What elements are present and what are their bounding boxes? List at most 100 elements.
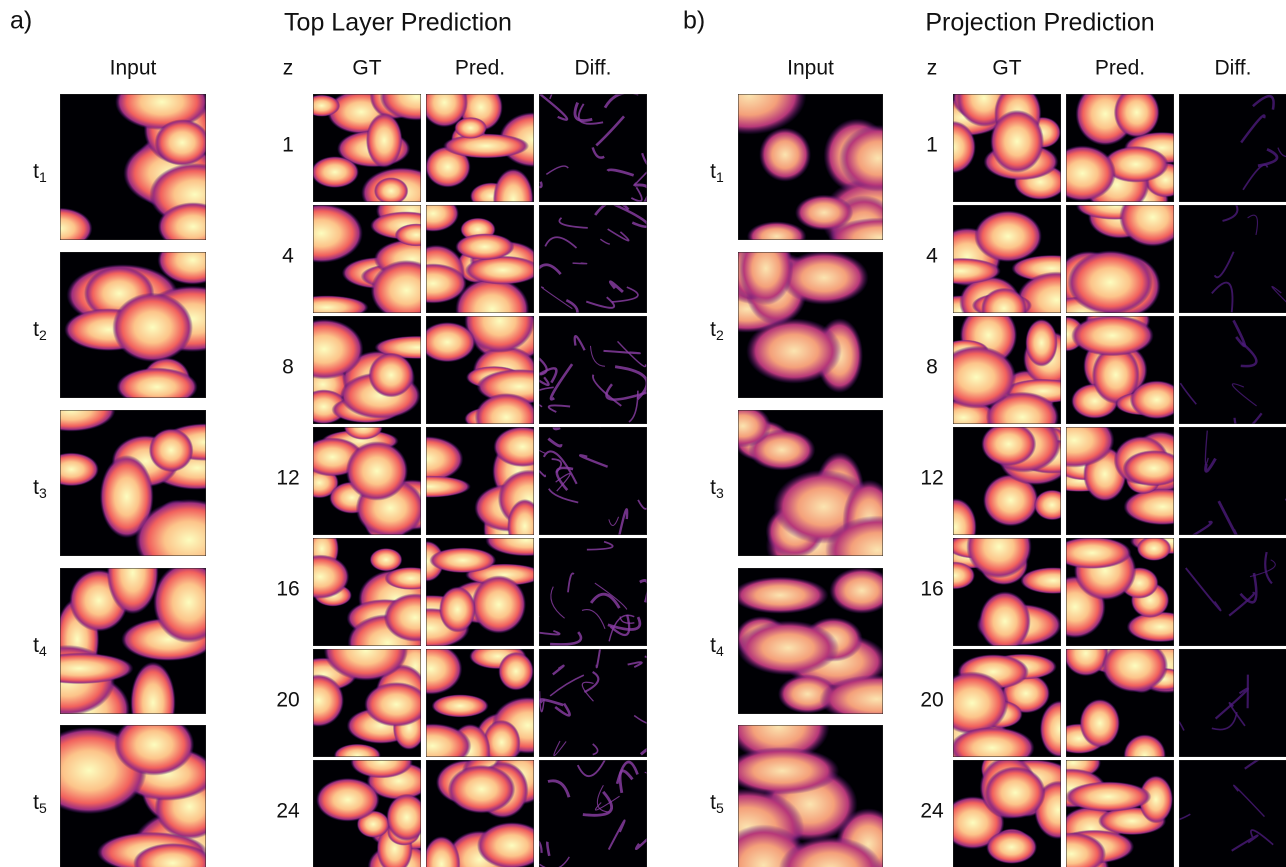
field-image xyxy=(28,74,241,251)
field-image xyxy=(1179,94,1286,202)
time-sub: 5 xyxy=(39,800,47,816)
plume xyxy=(374,177,408,204)
plume xyxy=(448,765,515,814)
plume xyxy=(715,405,772,448)
field-image xyxy=(1156,649,1286,757)
plume xyxy=(1065,781,1151,811)
field-image xyxy=(941,751,1082,867)
field xyxy=(941,751,1082,867)
field-image xyxy=(1179,427,1286,543)
time-sub: 5 xyxy=(716,800,724,816)
plume xyxy=(364,682,428,727)
plume xyxy=(285,319,364,379)
field-image xyxy=(715,405,930,585)
field-image xyxy=(1047,188,1190,329)
plume xyxy=(974,211,1042,262)
plume xyxy=(439,586,476,632)
field-image xyxy=(1179,193,1286,320)
plume xyxy=(1137,536,1172,561)
field xyxy=(1163,749,1286,867)
field xyxy=(1052,630,1201,776)
field xyxy=(922,69,1067,202)
column-header: Input xyxy=(110,57,157,80)
z-label: 8 xyxy=(282,356,294,379)
plume xyxy=(737,621,839,676)
plume xyxy=(149,428,194,472)
plume xyxy=(1025,319,1057,367)
field xyxy=(732,567,934,723)
field xyxy=(1179,193,1286,320)
time-label: t4 xyxy=(710,634,724,659)
time-sub: 4 xyxy=(716,643,724,659)
page: a)Top Layer PredictionInputzGTPred.Diff.… xyxy=(0,0,1286,867)
plume xyxy=(937,346,1017,409)
plume xyxy=(454,117,487,139)
diff-stroke xyxy=(573,263,587,264)
plume xyxy=(370,548,403,571)
field xyxy=(539,644,661,757)
plume xyxy=(828,218,930,258)
column-header: z xyxy=(283,57,294,80)
field-bg xyxy=(1179,316,1286,424)
plume xyxy=(839,125,917,192)
plume xyxy=(455,233,514,260)
field xyxy=(700,232,883,398)
time-sub: 3 xyxy=(716,485,724,501)
plume xyxy=(1080,699,1120,747)
plume xyxy=(738,232,793,306)
plume xyxy=(443,133,529,158)
plume xyxy=(1053,537,1131,569)
plume xyxy=(366,113,402,168)
plume xyxy=(465,256,541,285)
field-image xyxy=(933,515,1086,651)
plume xyxy=(725,747,839,795)
field xyxy=(690,691,901,867)
field xyxy=(27,389,251,581)
field-image xyxy=(31,714,247,867)
field xyxy=(1179,94,1286,202)
time-label: t5 xyxy=(33,791,47,816)
field-image xyxy=(692,56,931,262)
time-sub: 1 xyxy=(716,169,724,185)
time-sub: 3 xyxy=(39,485,47,501)
z-label: 1 xyxy=(926,134,938,157)
plume xyxy=(819,675,934,724)
plume xyxy=(985,767,1046,819)
plume xyxy=(1123,450,1185,486)
time-label: t1 xyxy=(710,160,724,185)
plume xyxy=(979,591,1031,651)
column-header: Pred. xyxy=(1095,57,1145,80)
z-label: 24 xyxy=(920,800,944,823)
z-label: 20 xyxy=(276,689,299,712)
field-image xyxy=(20,531,224,744)
field-image xyxy=(1049,300,1184,424)
plume xyxy=(419,322,476,362)
field-image xyxy=(732,567,934,723)
plume xyxy=(780,251,869,305)
plume xyxy=(285,295,369,319)
diff-stroke xyxy=(535,799,539,817)
time-label: t2 xyxy=(33,318,47,343)
z-label: 4 xyxy=(926,245,938,268)
z-label: 8 xyxy=(926,356,938,379)
column-header: Diff. xyxy=(1215,57,1252,80)
plume xyxy=(477,822,547,867)
field-image xyxy=(1052,630,1201,776)
panel-label: a) xyxy=(10,7,32,35)
plume xyxy=(316,778,380,822)
field xyxy=(515,316,647,424)
panel-title: Top Layer Prediction xyxy=(284,9,512,37)
plume xyxy=(981,422,1036,466)
plume xyxy=(471,575,526,633)
plume xyxy=(732,577,829,614)
time-sub: 4 xyxy=(39,643,47,659)
plume xyxy=(429,548,496,574)
z-label: 4 xyxy=(282,245,294,268)
column-header: Pred. xyxy=(455,57,505,80)
plume xyxy=(1071,315,1154,356)
field xyxy=(20,531,224,744)
field xyxy=(933,515,1086,651)
field xyxy=(515,81,663,217)
plume xyxy=(112,293,193,362)
plume xyxy=(936,671,1009,734)
